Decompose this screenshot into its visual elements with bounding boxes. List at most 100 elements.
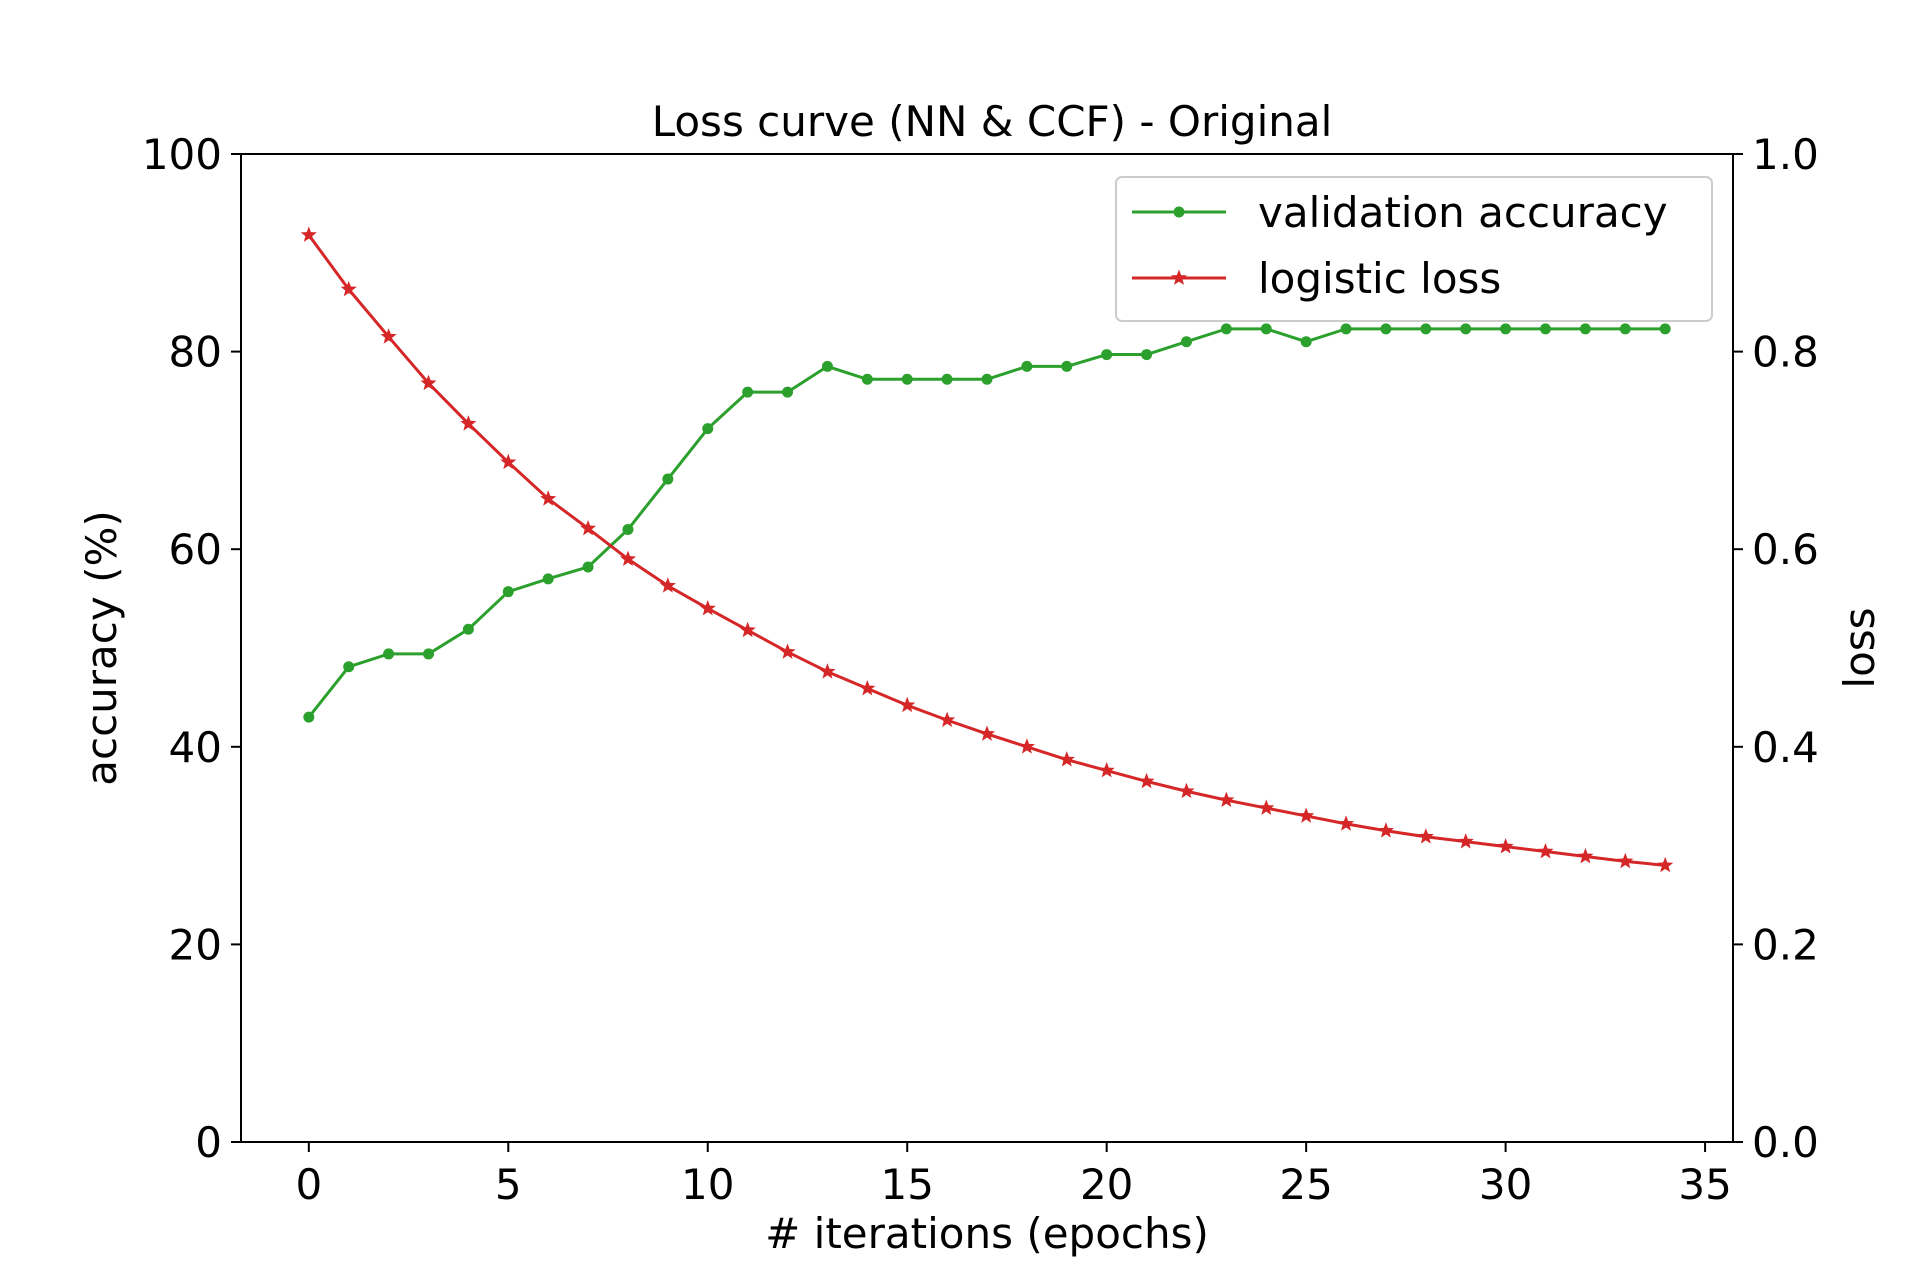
- x-tick-label: 5: [495, 1160, 522, 1209]
- data-point: [1340, 323, 1352, 335]
- data-point: [782, 386, 794, 398]
- data-point: [542, 573, 554, 585]
- data-point: [1657, 856, 1674, 873]
- right-tick-label: 1.0: [1752, 130, 1819, 179]
- data-point: [1659, 323, 1671, 335]
- data-point: [579, 519, 597, 536]
- data-point: [1298, 807, 1315, 823]
- left-tick-label: 20: [169, 920, 222, 969]
- right-tick-label: 0.8: [1752, 328, 1819, 377]
- data-point: [619, 550, 637, 566]
- data-point: [1579, 323, 1591, 335]
- data-point: [1377, 822, 1395, 838]
- x-tick-label: 35: [1678, 1160, 1731, 1209]
- data-point: [1021, 360, 1033, 372]
- legend-box: [1115, 176, 1713, 322]
- legend-label: validation accuracy: [1258, 188, 1668, 237]
- data-point: [1617, 852, 1634, 869]
- left-tick-label: 60: [169, 525, 222, 574]
- data-point: [340, 280, 357, 297]
- data-point: [819, 663, 836, 679]
- data-point: [380, 328, 397, 344]
- x-axis-label: # iterations (epochs): [765, 1209, 1209, 1258]
- legend-swatch-marker: [1173, 206, 1185, 218]
- data-point: [981, 373, 993, 385]
- data-point: [462, 623, 474, 635]
- chart-title: Loss curve (NN & CCF) - Original: [652, 97, 1333, 146]
- data-point: [1540, 323, 1552, 335]
- data-point: [422, 648, 434, 660]
- right-axis-ticks: 0.0 0.2 0.4 0.6 0.8 1.0: [1733, 130, 1819, 1167]
- series-validation-accuracy: [303, 323, 1671, 723]
- series-logistic-loss: [300, 226, 1674, 873]
- legend-label: logistic loss: [1258, 254, 1501, 303]
- legend-swatch-marker: [1170, 269, 1188, 285]
- data-point: [861, 373, 873, 385]
- data-point: [1018, 738, 1035, 754]
- left-tick-label: 80: [169, 328, 222, 377]
- data-point: [1218, 791, 1235, 808]
- data-point: [739, 621, 756, 638]
- data-point: [1058, 751, 1075, 767]
- data-point: [1138, 772, 1155, 789]
- data-point: [1460, 323, 1472, 335]
- data-point: [1420, 323, 1432, 335]
- data-point: [659, 577, 676, 593]
- data-point: [901, 373, 913, 385]
- data-point: [540, 490, 557, 506]
- data-point: [779, 643, 796, 659]
- right-tick-label: 0.2: [1752, 920, 1819, 969]
- legend-entry-logistic-loss: logistic loss: [1132, 254, 1501, 303]
- x-tick-label: 20: [1080, 1160, 1133, 1209]
- data-point: [1178, 782, 1195, 799]
- data-point: [343, 661, 355, 673]
- right-tick-label: 0.6: [1752, 525, 1819, 574]
- data-point: [1220, 323, 1232, 335]
- plot-frame: [240, 153, 1734, 1143]
- data-point: [1337, 815, 1355, 831]
- data-point: [1417, 828, 1434, 844]
- right-tick-label: 0.0: [1752, 1118, 1819, 1167]
- data-point: [460, 415, 477, 431]
- data-point: [1258, 799, 1275, 815]
- x-tick-label: 25: [1279, 1160, 1332, 1209]
- data-point: [582, 561, 594, 573]
- data-point: [821, 360, 833, 372]
- data-point: [1497, 838, 1514, 854]
- x-tick-label: 15: [880, 1160, 933, 1209]
- data-point: [300, 226, 317, 242]
- data-point: [1619, 323, 1631, 335]
- data-point: [303, 711, 315, 723]
- right-tick-label: 0.4: [1752, 723, 1819, 772]
- data-point: [859, 680, 876, 696]
- plot-series: [300, 226, 1674, 873]
- x-axis-ticks: 0 5 10 15 20 25 30 35: [295, 1142, 1732, 1209]
- data-point: [1380, 323, 1392, 335]
- data-point: [699, 599, 716, 616]
- right-axis-label: loss: [1835, 607, 1884, 688]
- data-point: [1141, 349, 1153, 361]
- data-point: [702, 423, 714, 435]
- data-point: [1061, 360, 1073, 372]
- x-tick-label: 10: [681, 1160, 734, 1209]
- data-point: [1260, 323, 1272, 335]
- data-point: [1300, 336, 1312, 348]
- data-point: [1500, 323, 1512, 335]
- x-tick-label: 0: [295, 1160, 322, 1209]
- left-axis-label: accuracy (%): [77, 510, 126, 786]
- data-point: [500, 453, 517, 470]
- data-point: [742, 386, 754, 398]
- data-point: [1180, 336, 1192, 348]
- data-point: [1101, 349, 1113, 361]
- left-axis-ticks: 0 20 40 60 80 100: [142, 130, 241, 1167]
- data-point: [622, 523, 634, 535]
- data-point: [420, 374, 437, 391]
- left-tick-label: 0: [195, 1118, 222, 1167]
- x-tick-label: 30: [1479, 1160, 1532, 1209]
- data-point: [383, 648, 395, 660]
- left-tick-label: 40: [169, 723, 222, 772]
- data-point: [939, 711, 956, 727]
- data-point: [1537, 843, 1554, 859]
- legend: validation accuracy logistic loss: [1115, 176, 1713, 322]
